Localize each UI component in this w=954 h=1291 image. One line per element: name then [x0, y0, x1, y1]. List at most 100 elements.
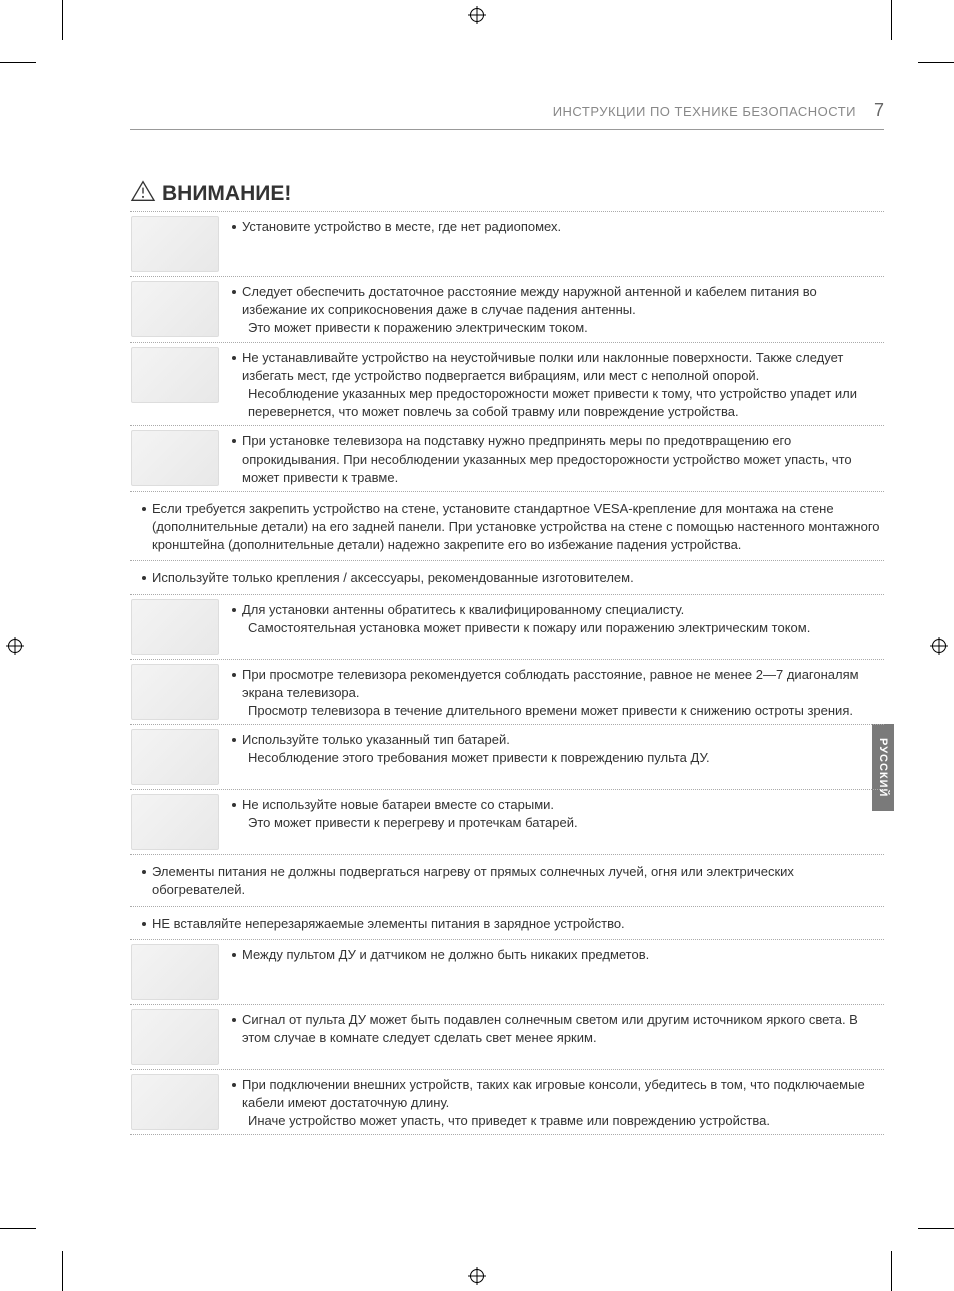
bullet-line: При установке телевизора на подставку ну…: [232, 432, 884, 487]
item-main-text: Не устанавливайте устройство на неустойч…: [242, 349, 884, 385]
caution-icon: [130, 180, 156, 207]
safety-item-text: Для установки антенны обратитесь к квали…: [232, 599, 884, 637]
safety-item-text: Между пультом ДУ и датчиком не должно бы…: [232, 944, 884, 964]
item-sub-text: Это может привести к перегреву и протечк…: [248, 814, 884, 832]
bullet-icon: [232, 439, 236, 443]
safety-illustration: [130, 281, 220, 337]
safety-item: При просмотре телевизора рекомендуется с…: [130, 660, 884, 726]
item-sub-text: Самостоятельная установка может привести…: [248, 619, 884, 637]
bullet-line: Используйте только указанный тип батарей…: [232, 731, 884, 749]
item-sub-text: Это может привести к поражению электриче…: [248, 319, 884, 337]
bullet-icon: [232, 803, 236, 807]
item-main-text: Сигнал от пульта ДУ может быть подавлен …: [242, 1011, 884, 1047]
safety-item-text: Следует обеспечить достаточное расстояни…: [232, 281, 884, 338]
bullet-line: При просмотре телевизора рекомендуется с…: [232, 666, 884, 702]
bullet-line: Установите устройство в месте, где нет р…: [232, 218, 884, 236]
page-header: ИНСТРУКЦИИ ПО ТЕХНИКЕ БЕЗОПАСНОСТИ 7: [130, 100, 884, 130]
bullet-line: НЕ вставляйте неперезаряжаемые элементы …: [142, 915, 884, 933]
item-sub-line: Это может привести к поражению электриче…: [232, 319, 884, 337]
item-sub-line: Это может привести к перегреву и протечк…: [232, 814, 884, 832]
bullet-icon: [142, 507, 146, 511]
bullet-line: Используйте только крепления / аксессуар…: [142, 569, 884, 587]
item-sub-text: Иначе устройство может упасть, что приве…: [248, 1112, 884, 1130]
safety-item: Установите устройство в месте, где нет р…: [130, 212, 884, 277]
bullet-icon: [142, 922, 146, 926]
bullet-icon: [232, 225, 236, 229]
safety-item-text: Не устанавливайте устройство на неустойч…: [232, 347, 884, 422]
safety-item: Не устанавливайте устройство на неустойч…: [130, 343, 884, 427]
safety-item: Для установки антенны обратитесь к квали…: [130, 595, 884, 660]
safety-item-text: Используйте только указанный тип батарей…: [232, 729, 884, 767]
safety-illustration: [130, 944, 220, 1000]
item-sub-line: Несоблюдение указанных мер предосторожно…: [232, 385, 884, 421]
bullet-icon: [232, 290, 236, 294]
registration-mark-icon: [470, 1269, 484, 1283]
safety-item-text: При установке телевизора на подставку ну…: [232, 430, 884, 487]
safety-illustration: [130, 430, 220, 486]
safety-item: Если требуется закрепить устройство на с…: [130, 492, 884, 562]
item-main-text: Установите устройство в месте, где нет р…: [242, 218, 884, 236]
item-sub-text: Несоблюдение этого требования может прив…: [248, 749, 884, 767]
safety-item-text: При подключении внешних устройств, таких…: [232, 1074, 884, 1131]
item-sub-line: Несоблюдение этого требования может прив…: [232, 749, 884, 767]
section-title-row: ВНИМАНИЕ!: [130, 180, 884, 212]
safety-item: Используйте только указанный тип батарей…: [130, 725, 884, 790]
safety-illustration: [130, 599, 220, 655]
safety-item: При установке телевизора на подставку ну…: [130, 426, 884, 492]
safety-item-text: При просмотре телевизора рекомендуется с…: [232, 664, 884, 721]
safety-item-text: Сигнал от пульта ДУ может быть подавлен …: [232, 1009, 884, 1047]
item-main-text: Используйте только крепления / аксессуар…: [152, 569, 884, 587]
page-number: 7: [874, 100, 884, 121]
crop-mark: [891, 1251, 892, 1291]
crop-mark: [0, 1228, 36, 1229]
safety-item-text: Используйте только крепления / аксессуар…: [130, 567, 884, 587]
bullet-icon: [232, 673, 236, 677]
item-main-text: Для установки антенны обратитесь к квали…: [242, 601, 884, 619]
safety-item: При подключении внешних устройств, таких…: [130, 1070, 884, 1136]
safety-illustration: [130, 347, 220, 403]
safety-illustration: [130, 1009, 220, 1065]
item-main-text: Между пультом ДУ и датчиком не должно бы…: [242, 946, 884, 964]
item-sub-text: Просмотр телевизора в течение длительног…: [248, 702, 884, 720]
safety-item: Между пультом ДУ и датчиком не должно бы…: [130, 940, 884, 1005]
bullet-icon: [142, 870, 146, 874]
bullet-line: Между пультом ДУ и датчиком не должно бы…: [232, 946, 884, 964]
item-main-text: Элементы питания не должны подвергаться …: [152, 863, 884, 899]
safety-item: НЕ вставляйте неперезаряжаемые элементы …: [130, 907, 884, 940]
safety-item-text: Не используйте новые батареи вместе со с…: [232, 794, 884, 832]
bullet-line: Не устанавливайте устройство на неустойч…: [232, 349, 884, 385]
bullet-icon: [232, 608, 236, 612]
safety-item-text: Установите устройство в месте, где нет р…: [232, 216, 884, 236]
bullet-line: При подключении внешних устройств, таких…: [232, 1076, 884, 1112]
bullet-line: Элементы питания не должны подвергаться …: [142, 863, 884, 899]
header-title: ИНСТРУКЦИИ ПО ТЕХНИКЕ БЕЗОПАСНОСТИ: [553, 104, 856, 119]
item-main-text: Не используйте новые батареи вместе со с…: [242, 796, 884, 814]
item-main-text: При просмотре телевизора рекомендуется с…: [242, 666, 884, 702]
item-main-text: При установке телевизора на подставку ну…: [242, 432, 884, 487]
page-content: ИНСТРУКЦИИ ПО ТЕХНИКЕ БЕЗОПАСНОСТИ 7 ВНИ…: [0, 0, 954, 1195]
bullet-line: Для установки антенны обратитесь к квали…: [232, 601, 884, 619]
safety-item-text: Если требуется закрепить устройство на с…: [130, 498, 884, 555]
bullet-icon: [142, 576, 146, 580]
safety-illustration: [130, 664, 220, 720]
bullet-icon: [232, 1083, 236, 1087]
item-sub-line: Иначе устройство может упасть, что приве…: [232, 1112, 884, 1130]
section-title: ВНИМАНИЕ!: [162, 182, 291, 206]
safety-illustration: [130, 216, 220, 272]
item-sub-text: Несоблюдение указанных мер предосторожно…: [248, 385, 884, 421]
item-sub-line: Самостоятельная установка может привести…: [232, 619, 884, 637]
safety-illustration: [130, 1074, 220, 1130]
crop-mark: [62, 1251, 63, 1291]
safety-item: Сигнал от пульта ДУ может быть подавлен …: [130, 1005, 884, 1070]
item-main-text: Если требуется закрепить устройство на с…: [152, 500, 884, 555]
safety-item: Не используйте новые батареи вместе со с…: [130, 790, 884, 855]
bullet-icon: [232, 1018, 236, 1022]
safety-item: Используйте только крепления / аксессуар…: [130, 561, 884, 594]
crop-mark: [918, 1228, 954, 1229]
items-list: Установите устройство в месте, где нет р…: [130, 212, 884, 1135]
bullet-line: Сигнал от пульта ДУ может быть подавлен …: [232, 1011, 884, 1047]
bullet-icon: [232, 356, 236, 360]
bullet-icon: [232, 953, 236, 957]
item-sub-line: Просмотр телевизора в течение длительног…: [232, 702, 884, 720]
item-main-text: Следует обеспечить достаточное расстояни…: [242, 283, 884, 319]
